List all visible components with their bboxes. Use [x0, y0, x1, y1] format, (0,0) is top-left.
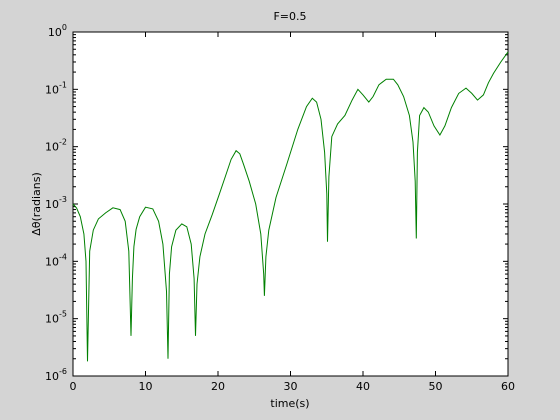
y-tick-label: 10-2	[45, 138, 67, 154]
x-tick-label: 0	[70, 380, 77, 393]
plot-area	[72, 31, 509, 377]
x-tick-label: 10	[139, 380, 153, 393]
x-ticks: 0 10 20 30 40 50 60	[70, 32, 515, 393]
x-tick-label: 40	[356, 380, 370, 393]
series-line	[72, 51, 509, 362]
x-tick-label: 30	[284, 380, 298, 393]
x-tick-label: 50	[429, 380, 443, 393]
y-tick-label: 10-1	[45, 80, 67, 96]
x-tick-label: 60	[501, 380, 515, 393]
y-tick-label: 100	[48, 23, 67, 39]
y-tick-label: 10-6	[45, 367, 67, 383]
x-tick-label: 20	[211, 380, 225, 393]
y-ticks: 10-6 10-5 10-4 10-3 10-2 10-1 100	[45, 23, 508, 383]
y-axis-title: Δθ(radians)	[30, 172, 43, 236]
y-tick-label: 10-5	[45, 310, 67, 326]
y-tick-label: 10-4	[45, 252, 67, 268]
chart-title: F=0.5	[273, 10, 306, 23]
x-axis-title: time(s)	[270, 397, 309, 410]
y-tick-label: 10-3	[45, 195, 67, 211]
